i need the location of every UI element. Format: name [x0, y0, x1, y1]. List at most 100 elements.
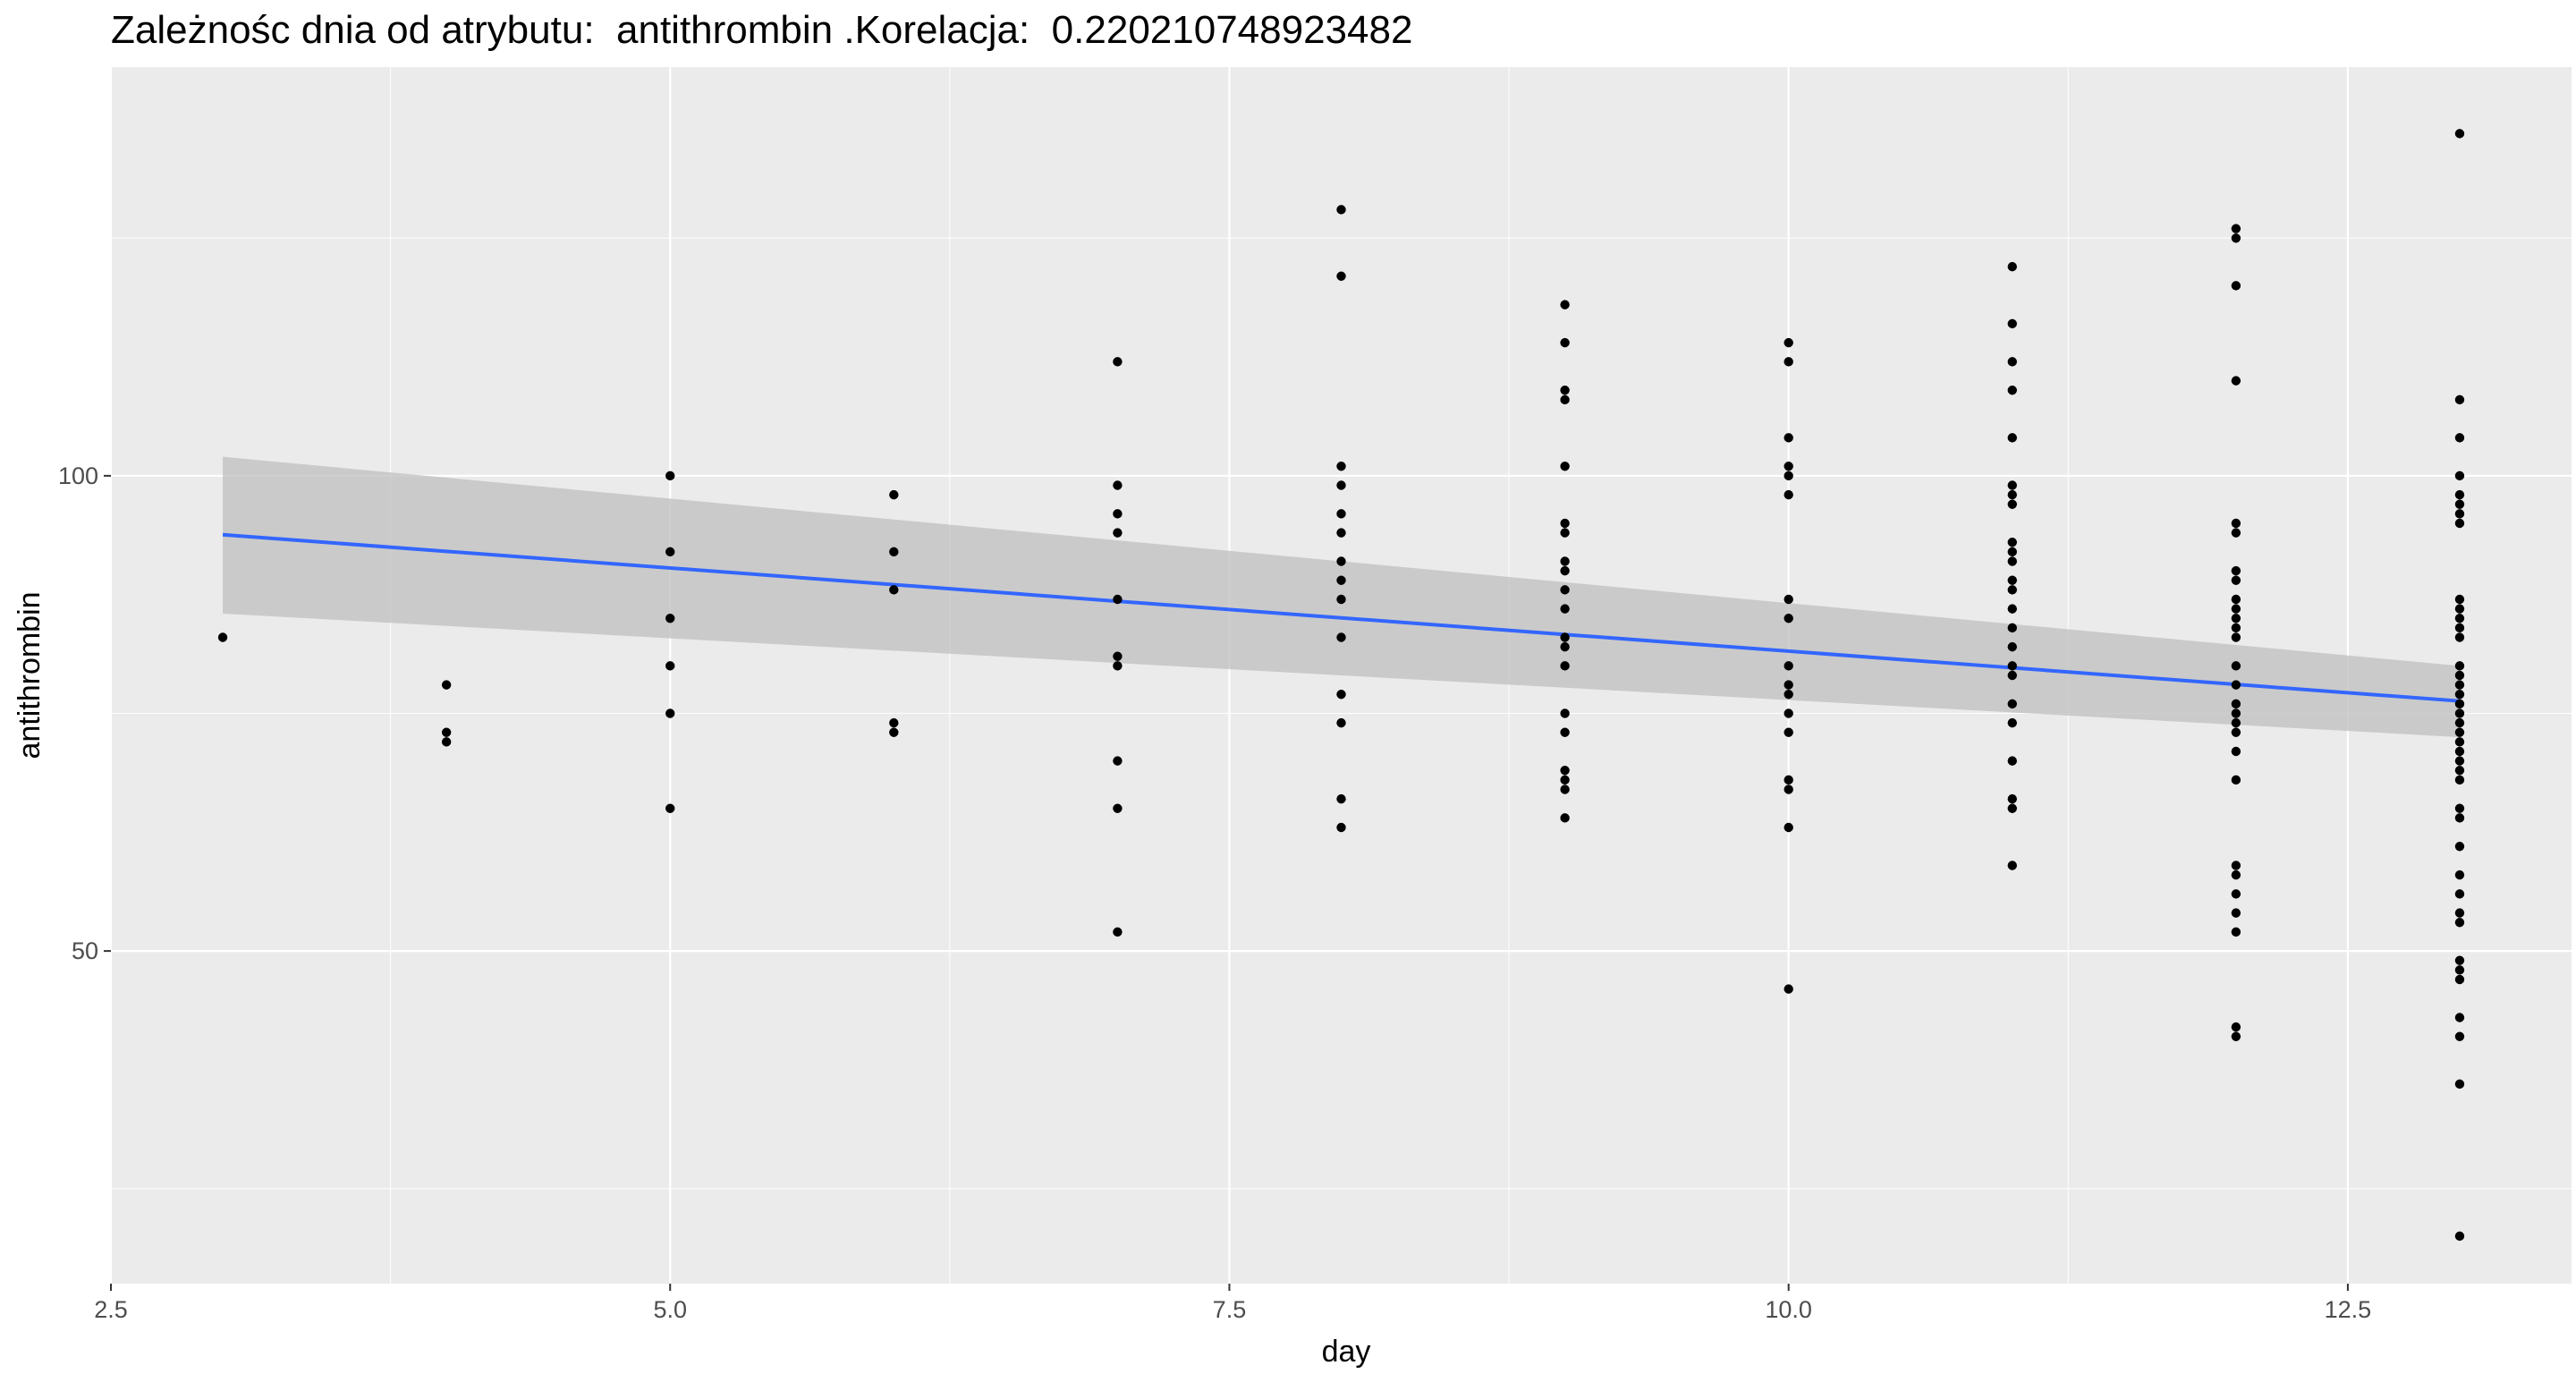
data-point: [2454, 690, 2465, 700]
data-point: [2231, 699, 2241, 709]
data-points: [217, 129, 2465, 1242]
data-point: [2454, 955, 2465, 965]
data-point: [2454, 889, 2465, 899]
data-point: [2454, 775, 2465, 785]
data-point: [1560, 585, 1570, 595]
data-point: [2454, 623, 2465, 633]
data-point: [2454, 717, 2465, 728]
data-point: [2231, 614, 2241, 623]
data-point: [2454, 727, 2465, 737]
data-point: [2231, 775, 2241, 785]
data-point: [2454, 1013, 2465, 1022]
data-point: [1560, 766, 1570, 776]
data-point: [2454, 699, 2465, 709]
data-point: [2454, 129, 2465, 139]
data-point: [1560, 632, 1570, 642]
data-point: [2231, 623, 2241, 633]
data-point: [1784, 775, 1793, 785]
data-point: [441, 737, 452, 747]
x-tick-label: 10.0: [1765, 1296, 1812, 1323]
x-tick-label: 5.0: [653, 1296, 687, 1323]
data-point: [1336, 205, 1346, 215]
data-point: [2231, 376, 2241, 386]
data-point: [2007, 793, 2017, 804]
data-point: [2454, 918, 2465, 928]
data-point: [1784, 690, 1793, 700]
data-point: [2231, 927, 2241, 937]
data-point: [1784, 462, 1793, 471]
data-point: [1560, 708, 1570, 718]
data-point: [2454, 974, 2465, 985]
data-point: [2007, 604, 2017, 614]
data-point: [1113, 661, 1123, 671]
data-point: [1784, 708, 1793, 718]
data-point: [665, 614, 675, 623]
data-point: [889, 585, 899, 595]
data-point: [2454, 518, 2465, 529]
data-point: [1113, 756, 1123, 766]
data-point: [2454, 680, 2465, 690]
data-point: [2454, 489, 2465, 500]
data-point: [2454, 499, 2465, 509]
x-tick-label: 12.5: [2325, 1296, 2372, 1323]
data-point: [1560, 300, 1570, 310]
data-point: [1336, 462, 1346, 471]
data-point: [2454, 869, 2465, 880]
data-point: [1784, 680, 1793, 690]
data-point: [1336, 793, 1346, 804]
data-point: [1784, 594, 1793, 605]
data-point: [1784, 614, 1793, 623]
data-point: [2231, 281, 2241, 291]
data-point: [1784, 661, 1793, 671]
data-point: [1560, 775, 1570, 785]
data-point: [1336, 594, 1346, 605]
data-point: [2454, 708, 2465, 718]
data-point: [2007, 803, 2017, 813]
data-point: [1560, 641, 1570, 652]
data-point: [1336, 556, 1346, 566]
data-point: [2231, 661, 2241, 671]
data-point: [1784, 727, 1793, 737]
data-point: [665, 547, 675, 557]
data-point: [2231, 518, 2241, 529]
data-point: [2231, 594, 2241, 605]
data-point: [2007, 538, 2017, 547]
data-point: [1784, 984, 1793, 994]
data-point: [1560, 565, 1570, 576]
data-point: [1113, 594, 1123, 605]
data-point: [1560, 337, 1570, 348]
data-point: [2454, 661, 2465, 671]
data-point: [1336, 528, 1346, 538]
data-point: [2454, 594, 2465, 605]
data-point: [2231, 233, 2241, 243]
data-point: [1784, 822, 1793, 833]
data-point: [2454, 604, 2465, 614]
data-point: [1784, 489, 1793, 500]
data-point: [1336, 271, 1346, 281]
data-point: [2231, 1022, 2241, 1032]
data-point: [2007, 861, 2017, 870]
data-point: [1560, 604, 1570, 614]
data-point: [1336, 717, 1346, 728]
chart-title: Zależnośc dnia od atrybutu: antithrombin…: [111, 8, 1413, 52]
data-point: [1560, 661, 1570, 671]
data-point: [1560, 785, 1570, 794]
data-point: [2454, 394, 2465, 405]
data-point: [441, 680, 452, 690]
data-point: [2007, 489, 2017, 500]
data-point: [1336, 690, 1346, 700]
data-point: [2231, 861, 2241, 870]
data-point: [1336, 575, 1346, 585]
data-point: [889, 489, 899, 500]
trend-line-layer: [222, 532, 2461, 703]
data-point: [2007, 699, 2017, 709]
data-point: [1560, 727, 1570, 737]
data-point: [1113, 357, 1123, 367]
data-point: [1336, 480, 1346, 490]
x-tick-label: 2.5: [94, 1296, 128, 1323]
data-point: [2231, 528, 2241, 538]
data-point: [1113, 528, 1123, 538]
y-tick-label: 50: [72, 937, 98, 964]
data-point: [1784, 357, 1793, 367]
